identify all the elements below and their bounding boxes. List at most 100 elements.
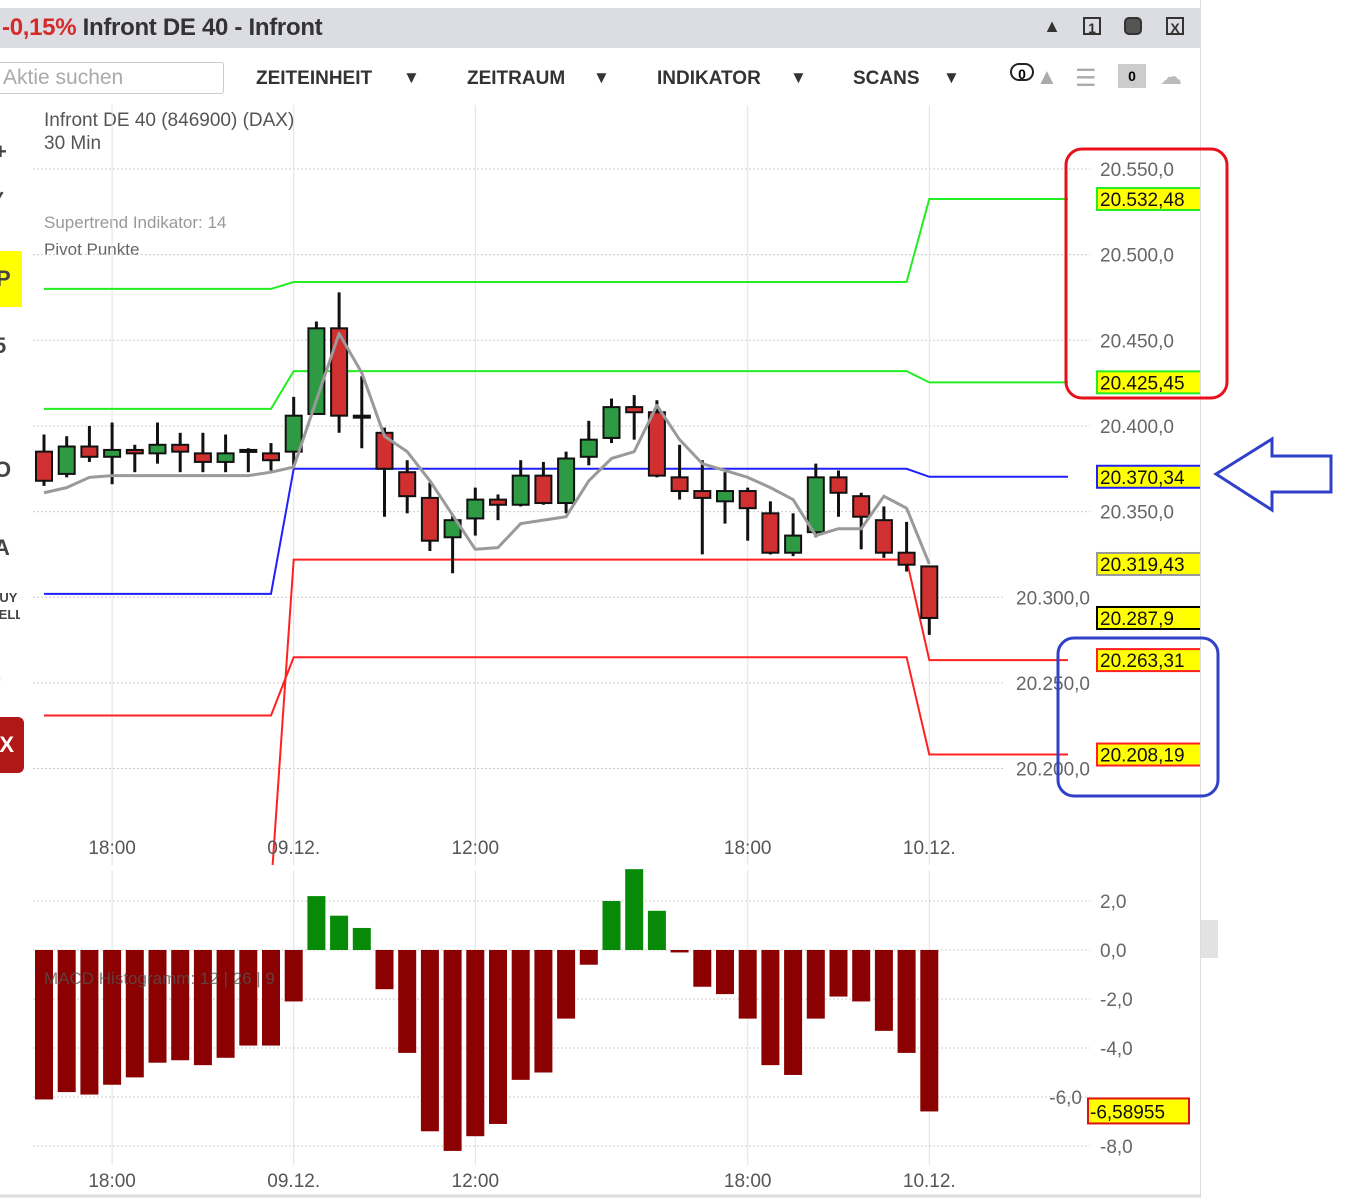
- candle-up: [239, 448, 258, 453]
- candle-down: [398, 471, 417, 498]
- instrument-name: Infront DE 40 (846900) (DAX): [44, 110, 295, 131]
- candle-up: [57, 445, 76, 475]
- fibonacci-icon[interactable]: 5: [0, 333, 24, 359]
- buy-sell-icon[interactable]: BUYSELL: [0, 590, 20, 622]
- menu-label: ZEITRAUM: [467, 68, 566, 89]
- price-axis-label: 20.350,0: [1100, 503, 1174, 524]
- candle-down: [125, 448, 144, 455]
- macd-bar: [806, 950, 825, 1019]
- macd-bar: [171, 950, 190, 1061]
- price-axis-label: 20.450,0: [1100, 331, 1174, 352]
- scrollbar[interactable]: [1201, 920, 1218, 958]
- price-axis-label: 20.500,0: [1100, 246, 1174, 267]
- macd-bar: [738, 950, 757, 1019]
- bell-icon[interactable]: ▲: [1043, 16, 1061, 36]
- macd-bar: [239, 950, 258, 1046]
- alert-bell-icon[interactable]: ▲: [1036, 64, 1058, 89]
- macd-time-axis-label: 09.12.: [267, 1171, 320, 1192]
- menu-scans[interactable]: SCANS ▼: [853, 68, 960, 90]
- window-one-icon[interactable]: 1: [1083, 17, 1101, 36]
- text-icon[interactable]: A: [0, 535, 24, 561]
- candle-down: [897, 551, 916, 566]
- candle-up: [352, 414, 371, 419]
- macd-legend[interactable]: MACD Histogramm: 12 | 26 | 9: [44, 969, 275, 988]
- time-axis-label: 10.12.: [903, 838, 956, 859]
- chart-header: Infront DE 40 (846900) (DAX) 30 Min: [44, 109, 294, 155]
- menu-indikator[interactable]: INDIKATOR ▼: [657, 68, 807, 90]
- price-value-box: [1096, 605, 1200, 630]
- macd-time-axis-label: 12:00: [452, 1171, 500, 1192]
- macd-bar: [307, 896, 326, 950]
- candle-down: [193, 452, 212, 463]
- macd-time-axis-label: 18:00: [88, 1171, 136, 1192]
- candle-down: [420, 496, 439, 542]
- price-value-box: [1096, 551, 1200, 576]
- supertrend-legend[interactable]: Supertrend Indikator: 14: [44, 213, 227, 232]
- title-bar: -0,15% Infront DE 40 - Infront ▲ 1 X: [0, 8, 1200, 48]
- pivot-legend[interactable]: Pivot Punkte: [44, 240, 140, 259]
- macd-bar: [647, 910, 666, 950]
- macd-bar: [148, 950, 167, 1063]
- pivot-line: [271, 558, 1068, 865]
- stock-search-input[interactable]: [0, 62, 224, 94]
- chevron-down-icon: ▼: [943, 68, 960, 87]
- macd-bar: [443, 950, 462, 1151]
- macd-axis-label: -2,0: [1100, 990, 1133, 1011]
- candle-down: [171, 443, 190, 453]
- candle-up: [579, 438, 598, 458]
- supertrend-line: [43, 331, 931, 565]
- candle-up: [103, 448, 122, 458]
- menu-zeiteinheit[interactable]: ZEITEINHEIT ▼: [256, 68, 420, 90]
- candle-down: [647, 411, 666, 477]
- arc-icon[interactable]: ): [0, 665, 24, 691]
- macd-bar: [874, 950, 893, 1031]
- chevron-down-icon: ▼: [790, 68, 807, 87]
- macd-bar: [35, 950, 53, 1100]
- candle-up: [784, 534, 803, 554]
- candle-up: [466, 498, 485, 520]
- cloud-icon[interactable]: ☁: [1160, 64, 1182, 89]
- pivot-icon[interactable]: P: [0, 251, 22, 307]
- macd-bar: [511, 950, 530, 1080]
- candle-down: [920, 565, 939, 619]
- macd-bar: [420, 950, 439, 1132]
- macd-bar: [80, 950, 99, 1095]
- macd-bar: [829, 950, 848, 997]
- save-icon[interactable]: [1124, 17, 1142, 35]
- candle-up: [806, 476, 825, 534]
- chevron-down-icon: ▼: [593, 68, 610, 87]
- macd-axis-label: 0,0: [1100, 941, 1126, 962]
- chart-canvas[interactable]: 20.550,0 20.500,0 20.450,0 20.400,0 20.350,0…: [0, 0, 1200, 1198]
- trend-line-icon[interactable]: /: [0, 395, 24, 421]
- macd-value-label: -6,58955: [1090, 1102, 1165, 1123]
- macd-bar: [670, 950, 689, 953]
- interval-label: 30 Min: [44, 133, 102, 154]
- menu-zeitraum[interactable]: ZEITRAUM ▼: [467, 68, 610, 90]
- macd-axis-label: -6,0: [1049, 1088, 1082, 1109]
- watchlist-count-badge[interactable]: 0: [1118, 64, 1146, 88]
- circle-icon[interactable]: O: [0, 457, 24, 483]
- price-axis-label: 20.400,0: [1100, 417, 1174, 438]
- price-value-label: 20.319,43: [1100, 555, 1185, 576]
- watchlist-add-icon[interactable]: ☰: [1075, 65, 1097, 92]
- macd-bar: [193, 950, 212, 1066]
- candle-down: [262, 452, 280, 462]
- candle-down: [534, 474, 553, 505]
- delete-icon[interactable]: X: [0, 717, 24, 773]
- candle-down: [35, 450, 53, 482]
- macd-bar: [693, 950, 712, 987]
- alerts-count-badge[interactable]: 0: [1010, 63, 1034, 82]
- macd-axis-label: -4,0: [1100, 1039, 1133, 1060]
- menu-label: INDIKATOR: [657, 68, 761, 89]
- pivot-line: [44, 198, 1068, 290]
- pivot-line: [44, 370, 1068, 410]
- price-plot: [35, 198, 1068, 865]
- candle-down: [829, 476, 848, 494]
- candle-down: [874, 519, 893, 554]
- crosshair-icon[interactable]: +: [0, 139, 24, 165]
- candle-down: [693, 490, 712, 499]
- macd-bar: [489, 950, 507, 1124]
- close-icon[interactable]: X: [1166, 17, 1184, 36]
- macd-bar: [216, 950, 235, 1058]
- macd-time-axis-label: 18:00: [724, 1171, 772, 1192]
